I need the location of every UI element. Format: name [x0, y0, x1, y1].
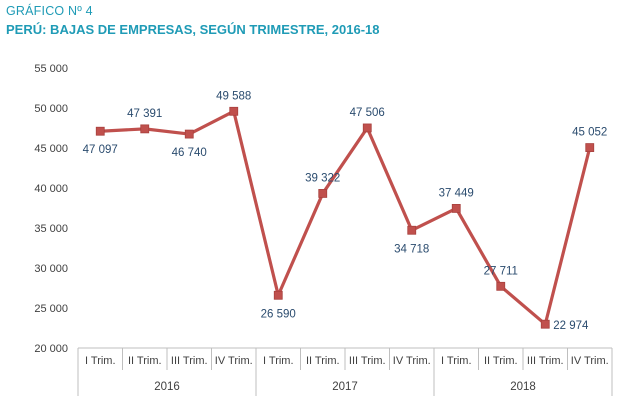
data-point-marker	[540, 319, 550, 329]
y-tick-label: 50 000	[34, 103, 68, 115]
data-label: 27 711	[484, 265, 518, 277]
x-tick-label: I Trim.	[263, 355, 294, 367]
data-label: 47 097	[83, 144, 118, 156]
x-tick-label: II Trim.	[306, 355, 340, 367]
data-point-marker	[229, 106, 239, 116]
y-tick-label: 35 000	[34, 223, 68, 235]
data-point-marker	[184, 129, 194, 139]
x-group-label: 2017	[332, 381, 358, 393]
data-label: 37 449	[439, 187, 474, 199]
y-tick-label: 55 000	[34, 63, 68, 75]
data-point-marker	[585, 143, 595, 152]
data-point-marker	[451, 204, 461, 213]
y-tick-label: 45 000	[34, 143, 68, 155]
x-tick-label: III Trim.	[349, 355, 386, 367]
y-tick-label: 25 000	[34, 303, 68, 315]
x-tick-label: III Trim.	[171, 355, 208, 367]
x-group-label: 2018	[510, 381, 536, 393]
x-tick-label: IV Trim.	[215, 355, 253, 367]
chart-title: PERÚ: BAJAS DE EMPRESAS, SEGÚN TRIMESTRE…	[6, 22, 380, 37]
y-tick-label: 30 000	[34, 263, 68, 275]
data-point-marker	[407, 225, 417, 235]
x-tick-label: I Trim.	[441, 355, 472, 367]
series-line	[100, 109, 592, 326]
data-point-marker	[496, 281, 506, 291]
chart-header: GRÁFICO Nº 4 PERÚ: BAJAS DE EMPRESAS, SE…	[6, 4, 379, 37]
x-tick-label: IV Trim.	[393, 355, 431, 367]
x-tick-label: I Trim.	[85, 355, 116, 367]
data-label: 34 718	[394, 243, 429, 255]
data-label: 39 322	[305, 172, 340, 184]
data-label: 47 506	[350, 107, 385, 119]
x-group-label: 2016	[154, 381, 180, 393]
data-label: 49 588	[216, 90, 251, 102]
y-tick-label: 20 000	[34, 343, 68, 355]
x-tick-label: III Trim.	[527, 355, 564, 367]
data-point-marker	[318, 189, 328, 198]
y-tick-label: 40 000	[34, 183, 68, 195]
data-label: 47 391	[127, 108, 162, 120]
data-point-marker	[140, 124, 150, 134]
x-tick-label: II Trim.	[484, 355, 518, 367]
data-point-marker	[273, 290, 283, 300]
data-label: 45 052	[572, 127, 607, 139]
x-tick-label: IV Trim.	[571, 355, 609, 367]
data-label: 26 590	[261, 308, 296, 320]
data-label: 22 974	[553, 320, 589, 332]
data-label: 46 740	[172, 147, 207, 159]
chart-kicker: GRÁFICO Nº 4	[6, 4, 93, 18]
x-tick-label: II Trim.	[128, 355, 162, 367]
data-point-marker	[362, 123, 372, 133]
data-point-marker	[95, 126, 105, 136]
